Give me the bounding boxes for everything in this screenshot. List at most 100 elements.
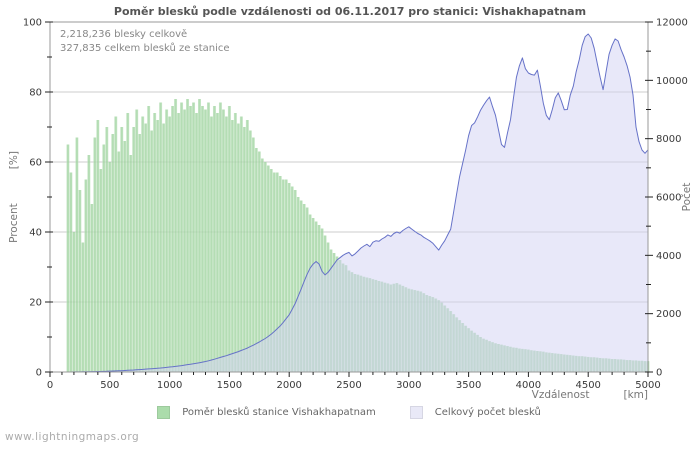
x-tick-label: 5000 [635,380,660,391]
y-right-tick-label: 8000 [656,134,681,145]
bar-core [189,106,192,372]
bar-core [195,113,198,372]
bar-core [99,169,102,372]
bar-core [159,102,162,372]
bar-core [261,158,264,372]
bar-core [81,242,84,372]
legend-item-total-count: Celkový počet blesků [409,406,541,419]
bar-core [186,99,189,372]
bar-core [264,162,267,372]
y-axis-left-title: Procent [%] [8,151,20,243]
total-lightning-count: 2,218,236 blesky celkově [60,29,188,40]
bar-core [243,127,246,372]
legend-label-station-ratio: Poměr blesků stanice Vishakhapatnam [182,407,376,418]
bar-core [105,127,108,372]
bar-core [156,120,159,372]
bar-core [117,151,120,372]
x-axis-title: Vzdálenost [km] [531,389,648,401]
x-tick-label: 4000 [516,380,541,391]
bar-core [246,120,249,372]
bar-core [255,148,258,372]
bar-core [216,113,219,372]
legend-item-station-ratio: Poměr blesků stanice Vishakhapatnam [157,406,376,419]
x-tick-label: 2000 [276,380,301,391]
bar-core [171,106,174,372]
bar-core [72,232,75,372]
area-series-total-count [67,34,648,372]
y-left-tick-label: 40 [29,228,42,239]
bar-core [270,169,273,372]
bar-core [279,176,282,372]
bar-core [207,102,210,372]
bar-core [282,179,285,372]
bar-core [213,106,216,372]
x-tick-label: 500 [100,380,119,391]
bar-core [150,130,153,372]
bar-core [120,127,123,372]
bar-core [138,134,141,372]
bar-core [168,116,171,372]
bar-core [96,120,99,372]
y-axis-right-title: Počet [681,182,693,212]
bar-core [201,106,204,372]
bar-core [249,130,252,372]
bar-core [174,99,177,372]
bar-core [252,137,255,372]
x-tick-label: 1500 [217,380,242,391]
bar-core [141,116,144,372]
x-tick-label: 3500 [456,380,481,391]
bar-core [225,116,228,372]
bar-core [66,144,69,372]
y-right-tick-label: 4000 [656,251,681,262]
y-right-tick-label: 0 [656,368,662,379]
bar-core [237,123,240,372]
bar-core [111,134,114,372]
x-tick-label: 3000 [396,380,421,391]
bar-core [204,109,207,372]
bar-core [147,106,150,372]
bar-core [210,116,213,372]
bar-core [177,113,180,372]
bar-core [183,109,186,372]
bar-core [276,172,279,372]
bar-core [297,197,300,372]
bar-core [114,116,117,372]
bar-core [291,186,294,372]
bar-core [267,165,270,372]
bar-core [144,123,147,372]
y-left-tick-label: 20 [29,298,42,309]
bar-core [93,137,96,372]
x-tick-label: 2500 [336,380,361,391]
y-left-tick-label: 100 [23,18,42,29]
bar-core [108,162,111,372]
bar-core [285,179,288,372]
bar-core [231,120,234,372]
x-tick-label: 4500 [575,380,600,391]
chart-title: Poměr blesků podle vzdálenosti od 06.11.… [113,5,587,18]
bar-core [180,102,183,372]
y-right-tick-label: 10000 [656,76,688,87]
x-tick-label: 0 [47,380,53,391]
bar-core [162,123,165,372]
bar-core [90,204,93,372]
bar-core [165,109,168,372]
bar-core [126,113,129,372]
bar-core [258,151,261,372]
x-tick-label: 1000 [157,380,182,391]
bar-core [153,113,156,372]
bar-core [123,141,126,372]
legend: Poměr blesků stanice Vishakhapatnam Celk… [50,406,648,419]
bar-core [69,172,72,372]
bar-core [222,109,225,372]
bar-core [78,190,81,372]
watermark-url: www.lightningmaps.org [5,431,140,443]
y-right-tick-label: 12000 [656,18,688,29]
bar-core [294,190,297,372]
bar-core [273,172,276,372]
bar-core [198,99,201,372]
y-left-tick-label: 80 [29,88,42,99]
bar-core [75,137,78,372]
bar-core [192,102,195,372]
bar-core [288,183,291,372]
